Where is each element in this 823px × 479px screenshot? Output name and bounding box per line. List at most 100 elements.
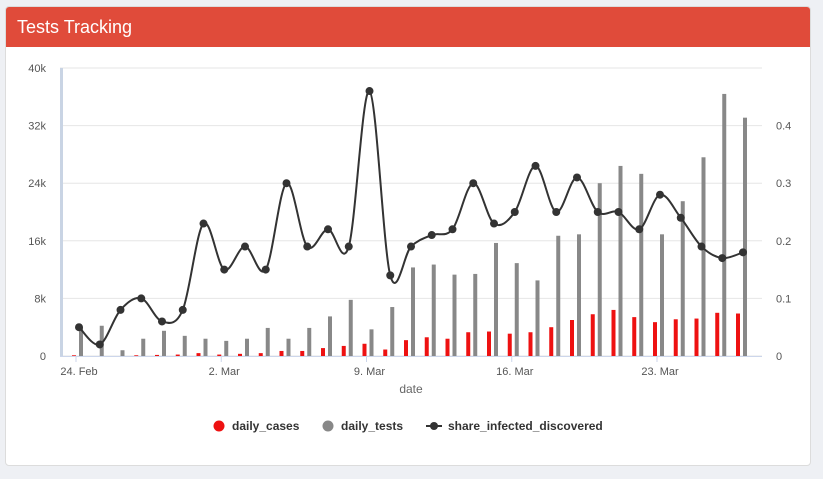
point-share-infected-discovered[interactable] (718, 254, 727, 263)
bar-daily-tests[interactable] (307, 327, 312, 356)
point-share-infected-discovered[interactable] (448, 225, 457, 234)
bar-daily-cases[interactable] (134, 355, 139, 356)
bar-daily-cases[interactable] (715, 312, 720, 356)
point-share-infected-discovered[interactable] (199, 219, 208, 228)
bar-daily-tests[interactable] (79, 326, 83, 356)
bar-daily-tests[interactable] (743, 117, 747, 357)
bar-daily-cases[interactable] (487, 331, 491, 356)
point-share-infected-discovered[interactable] (593, 208, 602, 216)
point-share-infected-discovered[interactable] (697, 242, 706, 251)
bar-daily-tests[interactable] (535, 280, 540, 356)
bar-daily-cases[interactable] (341, 345, 346, 356)
bar-daily-tests[interactable] (224, 340, 229, 356)
point-share-infected-discovered[interactable] (303, 242, 312, 251)
point-share-infected-discovered[interactable] (676, 213, 685, 222)
point-share-infected-discovered[interactable] (573, 173, 581, 182)
point-share-infected-discovered[interactable] (531, 161, 540, 170)
legend-daily-tests-symbol[interactable] (322, 420, 334, 432)
point-share-infected-discovered[interactable] (469, 179, 478, 188)
bar-daily-cases[interactable] (528, 332, 533, 356)
bar-daily-cases[interactable] (611, 309, 616, 356)
point-share-infected-discovered[interactable] (75, 323, 83, 332)
point-share-infected-discovered[interactable] (158, 317, 166, 326)
point-share-infected-discovered[interactable] (490, 219, 498, 228)
point-share-infected-discovered[interactable] (510, 208, 519, 216)
bar-daily-tests[interactable] (660, 234, 664, 356)
bar-daily-cases[interactable] (466, 332, 471, 356)
point-share-infected-discovered[interactable] (95, 340, 104, 349)
bar-daily-tests[interactable] (265, 327, 270, 356)
bar-daily-cases[interactable] (404, 340, 408, 356)
bar-daily-cases[interactable] (175, 354, 180, 356)
point-share-infected-discovered[interactable] (427, 231, 436, 240)
bar-daily-cases[interactable] (217, 354, 222, 356)
point-share-infected-discovered[interactable] (739, 248, 747, 257)
legend-share-symbol[interactable] (430, 422, 438, 430)
bar-daily-tests[interactable] (390, 307, 395, 356)
point-share-infected-discovered[interactable] (261, 265, 270, 274)
point-share-infected-discovered[interactable] (656, 190, 664, 199)
point-share-infected-discovered[interactable] (178, 305, 187, 314)
point-share-infected-discovered[interactable] (220, 265, 229, 274)
bar-daily-tests[interactable] (348, 299, 353, 356)
point-share-infected-discovered[interactable] (614, 208, 623, 216)
bar-daily-cases[interactable] (383, 349, 388, 356)
bar-daily-tests[interactable] (597, 183, 602, 356)
bar-daily-cases[interactable] (321, 348, 325, 356)
bar-daily-cases[interactable] (300, 350, 305, 356)
point-share-infected-discovered[interactable] (116, 305, 125, 314)
bar-daily-cases[interactable] (694, 318, 699, 356)
bar-daily-tests[interactable] (494, 242, 498, 356)
bar-daily-tests[interactable] (514, 263, 519, 356)
navigator-handle[interactable] (60, 68, 63, 356)
bar-daily-tests[interactable] (618, 165, 623, 356)
bar-daily-cases[interactable] (736, 313, 740, 356)
bar-daily-tests[interactable] (99, 325, 104, 356)
bar-daily-cases[interactable] (72, 355, 76, 356)
bar-daily-tests[interactable] (369, 329, 374, 356)
point-share-infected-discovered[interactable] (137, 294, 146, 303)
bar-daily-tests[interactable] (182, 335, 187, 356)
bar-daily-cases[interactable] (258, 353, 263, 356)
bar-daily-tests[interactable] (701, 157, 706, 356)
bar-daily-cases[interactable] (632, 317, 637, 356)
bar-daily-tests[interactable] (328, 316, 332, 356)
bar-daily-cases[interactable] (653, 322, 657, 356)
point-share-infected-discovered[interactable] (552, 208, 561, 216)
bar-daily-cases[interactable] (570, 320, 574, 356)
bar-daily-tests[interactable] (473, 273, 478, 356)
point-share-infected-discovered[interactable] (407, 242, 415, 251)
bar-daily-cases[interactable] (155, 354, 159, 356)
bar-daily-tests[interactable] (722, 93, 727, 357)
bar-daily-tests[interactable] (162, 330, 166, 356)
bar-daily-tests[interactable] (120, 350, 125, 356)
bar-daily-cases[interactable] (673, 319, 678, 356)
bar-daily-cases[interactable] (196, 353, 201, 356)
bar-daily-tests[interactable] (286, 338, 291, 356)
point-share-infected-discovered[interactable] (344, 242, 353, 251)
bar-daily-cases[interactable] (238, 353, 242, 356)
bar-daily-tests[interactable] (680, 201, 685, 356)
bar-daily-tests[interactable] (245, 338, 249, 356)
bar-daily-tests[interactable] (203, 338, 208, 356)
bar-daily-cases[interactable] (424, 337, 429, 356)
bar-daily-tests[interactable] (411, 267, 415, 356)
point-share-infected-discovered[interactable] (635, 225, 644, 234)
bar-daily-cases[interactable] (507, 333, 512, 356)
point-share-infected-discovered[interactable] (282, 179, 291, 188)
bar-daily-tests[interactable] (577, 234, 581, 356)
bar-daily-tests[interactable] (141, 338, 146, 356)
legend-daily-cases-symbol[interactable] (213, 420, 225, 432)
bar-daily-tests[interactable] (431, 264, 436, 356)
point-share-infected-discovered[interactable] (386, 271, 395, 280)
bar-daily-tests[interactable] (556, 235, 561, 356)
bar-daily-cases[interactable] (362, 343, 367, 356)
bar-daily-cases[interactable] (590, 314, 595, 356)
bar-daily-cases[interactable] (549, 327, 554, 356)
bar-daily-tests[interactable] (452, 274, 457, 356)
point-share-infected-discovered[interactable] (324, 225, 332, 234)
bar-daily-cases[interactable] (279, 350, 284, 356)
point-share-infected-discovered[interactable] (365, 87, 374, 96)
bar-daily-cases[interactable] (445, 338, 450, 356)
point-share-infected-discovered[interactable] (241, 242, 249, 251)
